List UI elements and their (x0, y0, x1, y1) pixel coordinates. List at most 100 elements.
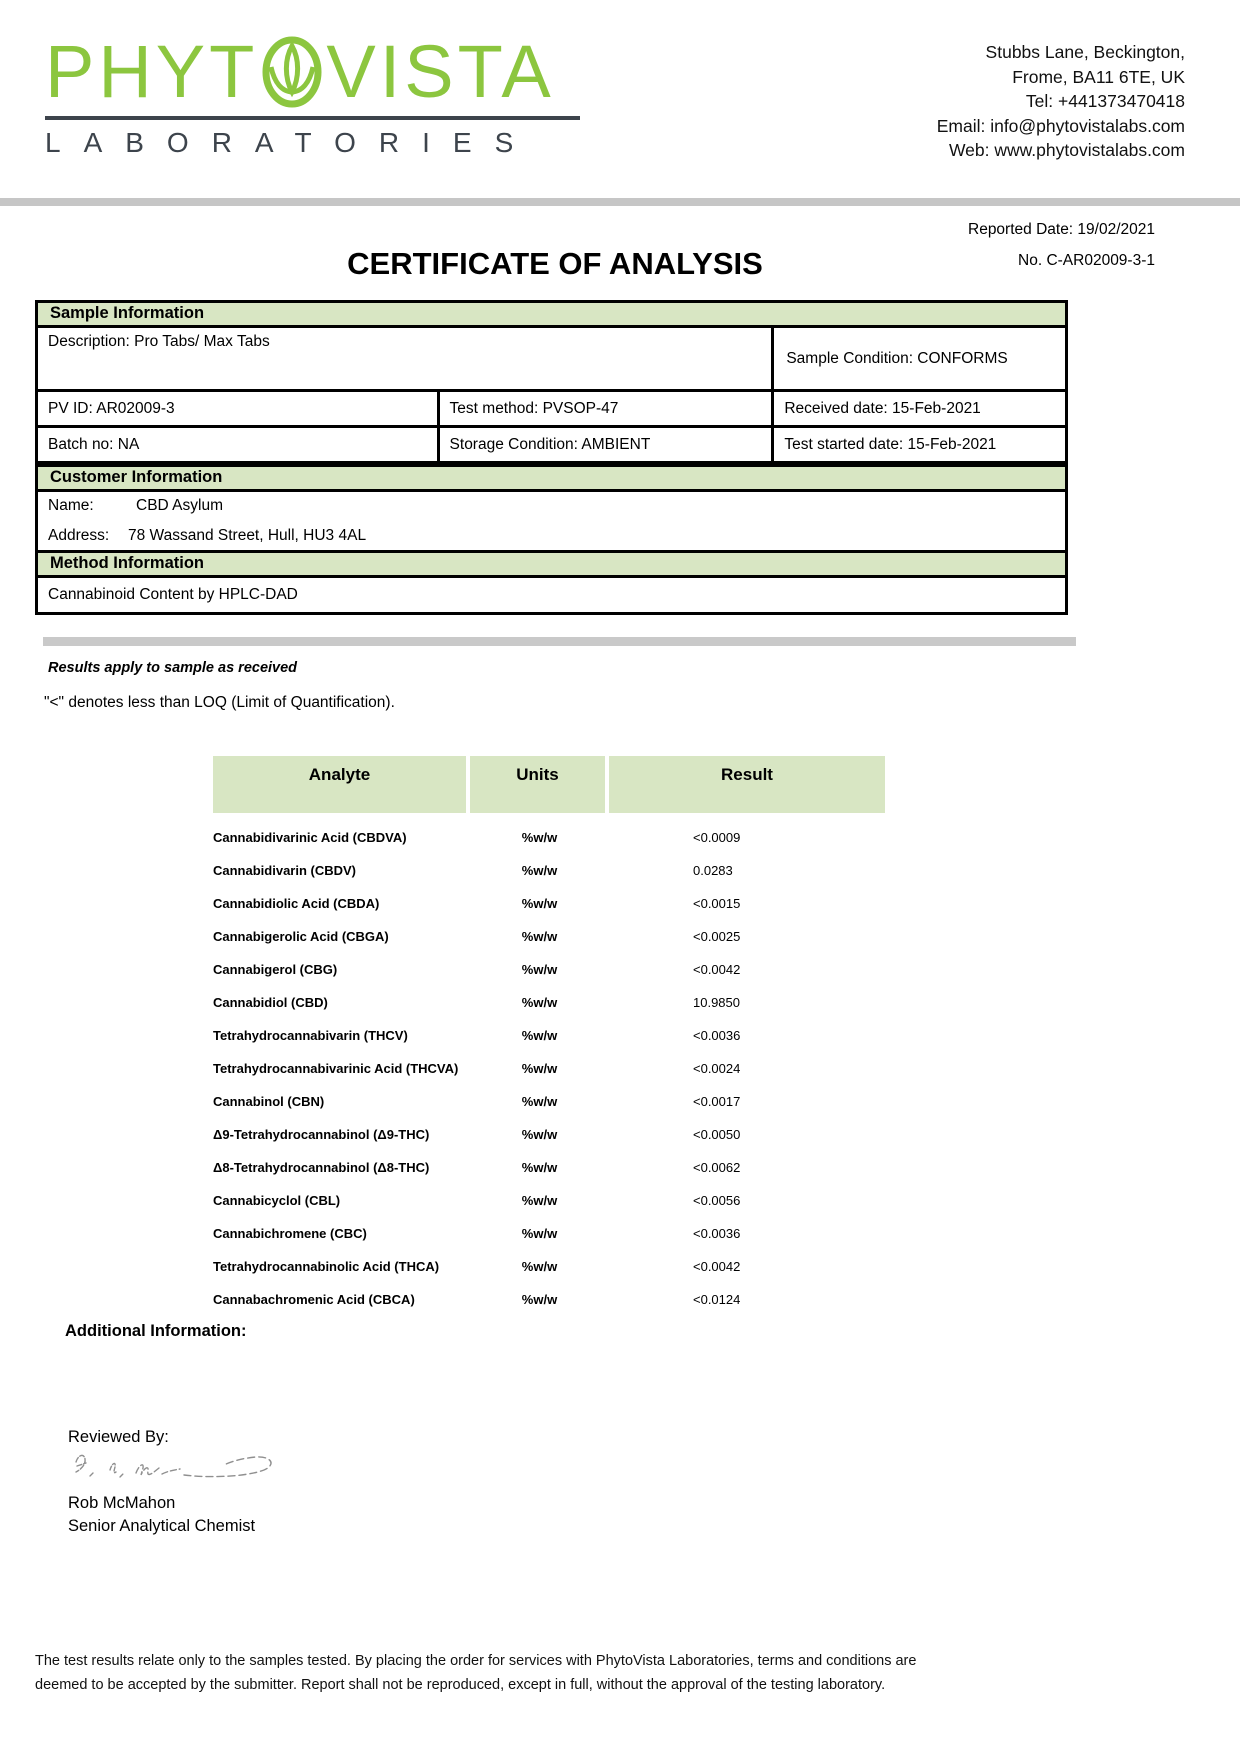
customer-name-label: Name: (48, 497, 94, 514)
result-cell: <0.0025 (693, 929, 741, 944)
results-rows: Cannabidivarinic Acid (CBDVA) %w/w <0.00… (213, 813, 885, 1316)
units-cell: %w/w (521, 830, 558, 845)
units-cell: %w/w (521, 1292, 558, 1307)
storage-condition: Storage Condition: AMBIENT (440, 428, 775, 461)
header-divider-bar (0, 198, 1240, 206)
logo-wordmark: PHYT VISTA (45, 34, 590, 110)
units-cell: %w/w (521, 929, 558, 944)
analyte-cell: Cannabachromenic Acid (CBCA) (213, 1292, 415, 1307)
footer-disclaimer: The test results relate only to the samp… (35, 1650, 1025, 1697)
analyte-cell: Cannabichromene (CBC) (213, 1226, 367, 1241)
units-cell: %w/w (521, 1028, 558, 1043)
test-started-date: Test started date: 15-Feb-2021 (784, 435, 997, 453)
method-description: Cannabinoid Content by HPLC-DAD (48, 586, 298, 603)
analyte-cell: Cannabidivarinic Acid (CBDVA) (213, 830, 407, 845)
batch-no: Batch no: NA (38, 428, 440, 461)
contact-web: Web: www.phytovistalabs.com (948, 140, 1185, 160)
sample-information-header: Sample Information (38, 303, 1065, 328)
table-row: Cannabidiol (CBD) %w/w 10.9850 (213, 986, 885, 1019)
column-header-units: Units (470, 756, 605, 813)
additional-information-label: Additional Information: (65, 1322, 247, 1340)
note-sample-as-received: Results apply to sample as received (48, 660, 298, 676)
result-cell: <0.0024 (693, 1061, 741, 1076)
sample-row-1: PV ID: AR02009-3 Test method: PVSOP-47 R… (38, 392, 1065, 428)
results-table: Analyte Units Result Cannabidivarinic Ac… (213, 756, 885, 1316)
report-number: No. C-AR02009-3-1 (1018, 252, 1155, 269)
sample-row-2: Batch no: NA Storage Condition: AMBIENT … (38, 428, 1065, 464)
footer-line-1: The test results relate only to the samp… (35, 1653, 917, 1669)
result-cell: <0.0056 (693, 1193, 741, 1208)
table-row: Tetrahydrocannabinolic Acid (THCA) %w/w … (213, 1250, 885, 1283)
analyte-cell: Cannabicyclol (CBL) (213, 1193, 341, 1208)
column-header-analyte: Analyte (213, 756, 466, 813)
table-row: Tetrahydrocannabivarinic Acid (THCVA) %w… (213, 1052, 885, 1085)
units-cell: %w/w (521, 1226, 558, 1241)
test-method: Test method: PVSOP-47 (440, 392, 775, 425)
table-row: Δ8-Tetrahydrocannabinol (Δ8-THC) %w/w <0… (213, 1151, 885, 1184)
logo-text-left: PHYT (45, 30, 259, 113)
contact-email: Email: info@phytovistalabs.com (936, 115, 1185, 136)
footer-line-2: deemed to be accepted by the submitter. … (35, 1676, 886, 1693)
reviewed-by-label: Reviewed By: (68, 1428, 169, 1446)
analyte-cell: Cannabigerol (CBG) (213, 962, 338, 977)
result-cell: <0.0050 (693, 1127, 741, 1142)
results-table-header: Analyte Units Result (213, 756, 885, 813)
units-cell: %w/w (521, 962, 558, 977)
contact-tel: Tel: +441373470418 (1025, 91, 1185, 111)
analyte-cell: Tetrahydrocannabivarin (THCV) (213, 1028, 408, 1043)
result-cell: <0.0124 (693, 1292, 741, 1307)
logo-subtitle: LABORATORIES (45, 127, 537, 158)
table-shadow-bar (43, 637, 1076, 646)
customer-information-header: Customer Information (38, 464, 1065, 492)
contact-address-line2: Frome, BA11 6TE, UK (1012, 66, 1185, 87)
table-row: Cannabidivarinic Acid (CBDVA) %w/w <0.00… (213, 821, 885, 854)
analyte-cell: Δ9-Tetrahydrocannabinol (Δ9-THC) (213, 1127, 430, 1142)
description-row: Description: Pro Tabs/ Max Tabs Sample C… (38, 328, 1065, 392)
page-title: CERTIFICATE OF ANALYSIS (347, 246, 763, 281)
sample-condition: Sample Condition: CONFORMS (786, 349, 1008, 367)
customer-address-label: Address: (48, 527, 110, 544)
customer-name: CBD Asylum (136, 497, 223, 514)
column-header-result: Result (609, 756, 885, 813)
info-table: Sample Information Description: Pro Tabs… (35, 300, 1068, 615)
reviewer-title: Senior Analytical Chemist (68, 1517, 256, 1535)
units-cell: %w/w (521, 1193, 558, 1208)
result-cell: <0.0036 (693, 1028, 741, 1043)
units-cell: %w/w (521, 1061, 558, 1076)
result-cell: <0.0042 (693, 962, 741, 977)
phytovista-logo: PHYT VISTA LABORATORIES (45, 34, 590, 159)
result-cell: <0.0017 (693, 1094, 741, 1109)
result-cell: 10.9850 (693, 995, 740, 1010)
units-cell: %w/w (521, 1094, 558, 1109)
analyte-cell: Tetrahydrocannabivarinic Acid (THCVA) (213, 1061, 459, 1076)
customer-details: Name: CBD Asylum Address: 78 Wassand Stree… (38, 492, 1065, 550)
signature-image (75, 1454, 272, 1478)
analyte-cell: Cannabinol (CBN) (213, 1094, 325, 1109)
analyte-cell: Cannabidivarin (CBDV) (213, 863, 357, 878)
analyte-cell: Cannabidiol (CBD) (213, 995, 328, 1010)
table-row: Cannabidiolic Acid (CBDA) %w/w <0.0015 (213, 887, 885, 920)
table-row: Cannabicyclol (CBL) %w/w <0.0056 (213, 1184, 885, 1217)
units-cell: %w/w (521, 995, 558, 1010)
result-cell: <0.0062 (693, 1160, 741, 1175)
contact-address-line1: Stubbs Lane, Beckington, (985, 42, 1185, 62)
method-information-header: Method Information (38, 550, 1065, 578)
table-row: Cannabichromene (CBC) %w/w <0.0036 (213, 1217, 885, 1250)
units-cell: %w/w (521, 896, 558, 911)
customer-name-line: Name: CBD Asylum (48, 497, 1055, 515)
result-cell: <0.0015 (693, 896, 741, 911)
analyte-cell: Cannabidiolic Acid (CBDA) (213, 896, 380, 911)
leaf-o-icon (262, 36, 322, 108)
units-cell: %w/w (521, 1127, 558, 1142)
lab-contact-block: Stubbs Lane, Beckington, Frome, BA11 6TE… (937, 40, 1185, 163)
result-cell: <0.0036 (693, 1226, 741, 1241)
result-cell: 0.0283 (693, 863, 733, 878)
table-row: Cannabigerolic Acid (CBGA) %w/w <0.0025 (213, 920, 885, 953)
pv-id: PV ID: AR02009-3 (38, 392, 440, 425)
result-cell: <0.0009 (693, 830, 741, 845)
table-row: Cannabigerol (CBG) %w/w <0.0042 (213, 953, 885, 986)
table-row: Cannabinol (CBN) %w/w <0.0017 (213, 1085, 885, 1118)
units-cell: %w/w (521, 863, 558, 878)
customer-address: 78 Wassand Street, Hull, HU3 4AL (128, 527, 367, 544)
